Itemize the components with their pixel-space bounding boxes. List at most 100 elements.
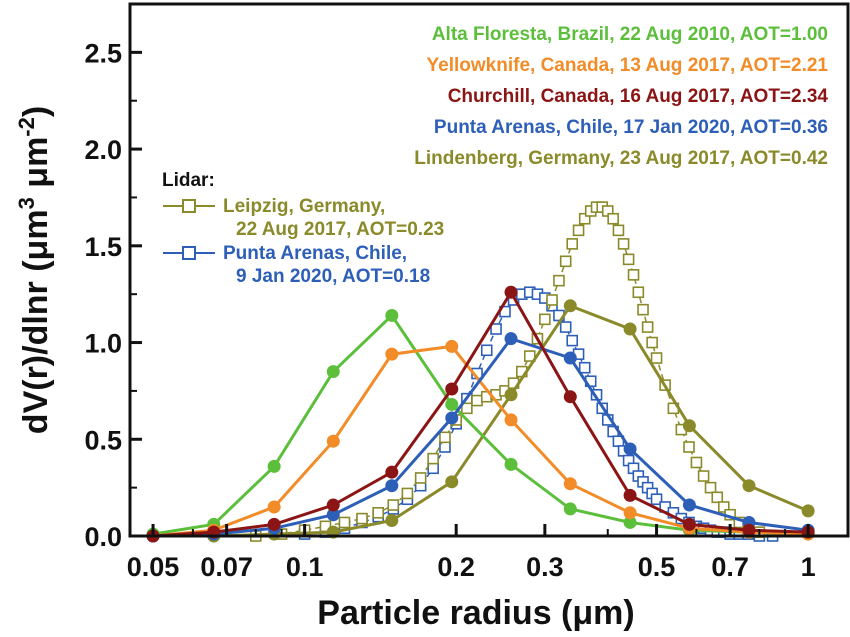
data-point bbox=[385, 308, 399, 322]
data-point-square bbox=[401, 487, 414, 500]
data-point-square bbox=[427, 452, 439, 465]
data-point-square bbox=[439, 431, 451, 444]
legend-entry-yellowknife: Yellowknife, Canada, 13 Aug 2017, AOT=2.… bbox=[427, 55, 829, 76]
x-tick-label: 0.7 bbox=[711, 552, 749, 582]
data-point-square bbox=[461, 402, 473, 415]
legend-swatch-leipzig-marker bbox=[182, 199, 196, 213]
data-point-square bbox=[632, 286, 645, 299]
y-tick-label: 0.5 bbox=[84, 425, 122, 455]
y-tick-label: 1.5 bbox=[84, 232, 122, 262]
x-tick-label: 0.05 bbox=[127, 552, 180, 582]
data-point bbox=[563, 390, 577, 404]
data-point-square bbox=[338, 516, 351, 529]
data-point-square bbox=[566, 238, 579, 250]
data-point-square bbox=[553, 274, 565, 287]
data-point bbox=[682, 498, 696, 512]
series-line bbox=[152, 313, 809, 536]
data-point-square bbox=[471, 394, 483, 407]
data-point bbox=[623, 322, 637, 336]
x-tick-label: 0.3 bbox=[526, 552, 564, 582]
x-axis-title: Particle radius (μm) bbox=[317, 594, 634, 632]
y-axis-title-exp1: 3 bbox=[14, 197, 39, 209]
data-point bbox=[563, 477, 577, 491]
x-tick-label: 1 bbox=[801, 552, 816, 582]
data-point-square bbox=[523, 350, 536, 362]
legend-entry-churchill: Churchill, Canada, 16 Aug 2017, AOT=2.34 bbox=[448, 86, 829, 107]
legend-lidar: Lidar: Leipzig, Germany, 22 Aug 2017, AO… bbox=[162, 170, 444, 287]
data-point-square bbox=[356, 512, 368, 525]
legend-entry-leipzig: Leipzig, Germany, bbox=[223, 196, 385, 217]
legend-entry-alta-floresta: Alta Floresta, Brazil, 22 Aug 2010, AOT=… bbox=[432, 24, 828, 45]
y-axis-title-end: ) bbox=[17, 106, 55, 117]
data-point-square bbox=[480, 344, 493, 357]
data-point bbox=[623, 506, 637, 520]
legend-entry-leipzig-line2: 22 Aug 2017, AOT=0.23 bbox=[236, 219, 444, 240]
y-tick-label: 2.0 bbox=[84, 135, 122, 165]
data-point-square bbox=[539, 313, 551, 326]
data-point-square bbox=[650, 352, 663, 364]
y-tick-label: 0.0 bbox=[84, 522, 122, 552]
legend-sun-photometer: Alta Floresta, Brazil, 22 Aug 2010, AOT=… bbox=[414, 24, 828, 169]
plot-frame bbox=[128, 2, 850, 538]
data-point-square bbox=[622, 253, 635, 266]
data-point bbox=[326, 508, 340, 522]
data-point bbox=[682, 419, 696, 433]
data-point bbox=[682, 517, 696, 531]
data-point bbox=[385, 465, 399, 479]
legend-entry-punta-arenas-lidar-line2: 9 Jan 2020, AOT=0.18 bbox=[236, 266, 430, 287]
data-point-square bbox=[387, 499, 400, 511]
data-point-square bbox=[612, 224, 625, 237]
data-point bbox=[623, 488, 637, 502]
x-tick-label: 0.2 bbox=[437, 552, 475, 582]
data-point bbox=[504, 457, 518, 471]
data-point bbox=[445, 339, 459, 353]
series-layer bbox=[146, 201, 815, 543]
y-tick-label: 1.0 bbox=[84, 329, 122, 359]
series-line bbox=[153, 303, 809, 538]
data-point-square bbox=[607, 212, 619, 225]
legend-entry-punta-arenas-lidar: Punta Arenas, Chile, bbox=[223, 243, 407, 264]
y-tick-label: 2.5 bbox=[84, 38, 122, 68]
series-2 bbox=[146, 285, 815, 543]
data-point-square bbox=[427, 462, 439, 475]
data-point-square bbox=[372, 506, 384, 519]
data-point bbox=[385, 479, 399, 493]
data-point-square bbox=[690, 456, 703, 469]
data-point bbox=[445, 475, 459, 489]
data-point bbox=[445, 397, 459, 411]
data-point bbox=[267, 500, 281, 514]
data-point-square bbox=[627, 269, 640, 281]
data-point-square bbox=[637, 303, 649, 316]
data-point bbox=[385, 347, 399, 361]
series-6 bbox=[298, 286, 779, 542]
series-line bbox=[304, 291, 773, 537]
data-point bbox=[563, 351, 577, 365]
data-point-square bbox=[414, 472, 427, 484]
data-point bbox=[445, 411, 459, 425]
data-point bbox=[742, 479, 756, 493]
data-point bbox=[504, 413, 518, 427]
data-point-square bbox=[646, 336, 658, 349]
data-point-square bbox=[559, 255, 572, 268]
data-point-square bbox=[566, 334, 579, 347]
data-point-square bbox=[572, 224, 585, 237]
data-point bbox=[267, 459, 281, 473]
data-point-square bbox=[617, 238, 630, 250]
data-point-square bbox=[683, 441, 695, 453]
y-axis-title: dV(r)/dlnr (μm3 μm-2) bbox=[14, 106, 55, 434]
lidar-legend-title: Lidar: bbox=[162, 170, 215, 191]
axis-ticks: 0.0 0.5 1.0 1.5 2.0 2.5 0.05 0.07 0.1 0.2 0.3 0.5 0.… bbox=[84, 38, 815, 582]
data-point-square bbox=[578, 212, 591, 225]
data-point bbox=[326, 498, 340, 512]
series-line bbox=[152, 336, 809, 538]
data-point bbox=[385, 514, 399, 528]
y-axis-title-exp2: -2 bbox=[14, 117, 39, 137]
y-axis-title-mid: μm bbox=[17, 137, 55, 197]
data-point bbox=[326, 434, 340, 448]
data-point bbox=[563, 299, 577, 313]
data-point-square bbox=[697, 470, 710, 482]
data-point bbox=[623, 442, 637, 456]
data-point-square bbox=[546, 294, 558, 306]
legend-entry-punta-arenas-2020-01-17: Punta Arenas, Chile, 17 Jan 2020, AOT=0.… bbox=[434, 117, 828, 138]
